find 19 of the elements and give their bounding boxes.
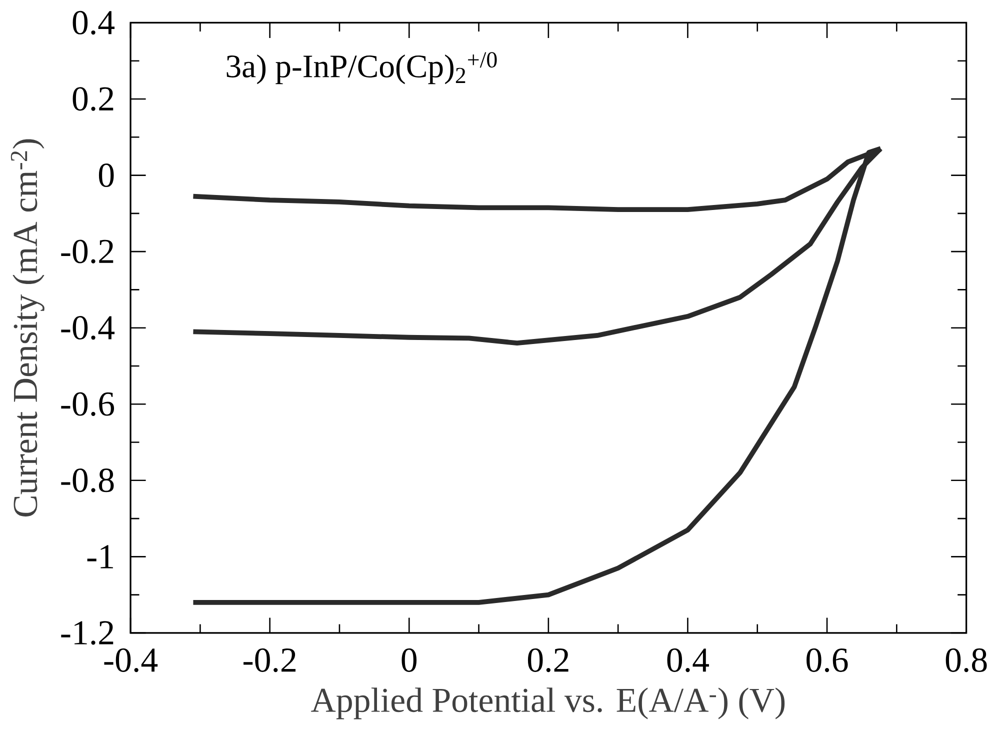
x-tick-label: 0.4	[667, 648, 709, 672]
y-tick-label: -1.2	[61, 621, 114, 645]
y-tick-label: -1	[87, 545, 113, 568]
x-tick-label: 0	[402, 648, 417, 672]
x-tick-label: 0.8	[946, 648, 987, 672]
y-tick-label: 0	[98, 163, 114, 188]
x-tick-label: 0.6	[806, 648, 848, 672]
y-tick-label: -0.6	[61, 392, 114, 416]
x-tick-label: -0.4	[104, 648, 158, 672]
x-axis-title: Applied Potential vs. E(A/A$^{-}$) (V)	[311, 688, 785, 720]
y-tick-label: -0.8	[61, 468, 114, 492]
x-tick-label: 0.2	[528, 648, 568, 672]
x-tick-label: -0.2	[244, 648, 296, 672]
y-tick-label: -0.2	[61, 240, 114, 264]
y-tick-label: -0.4	[61, 316, 115, 340]
y-tick-label: 0.4	[72, 10, 115, 35]
y-axis-title: Current Density (mA cm$^{-2}$)	[10, 139, 44, 516]
annotation: 3a) p-InP/Co(Cp)$_{2}$+/0	[226, 52, 497, 84]
y-tick-label: 0.2	[72, 87, 114, 111]
